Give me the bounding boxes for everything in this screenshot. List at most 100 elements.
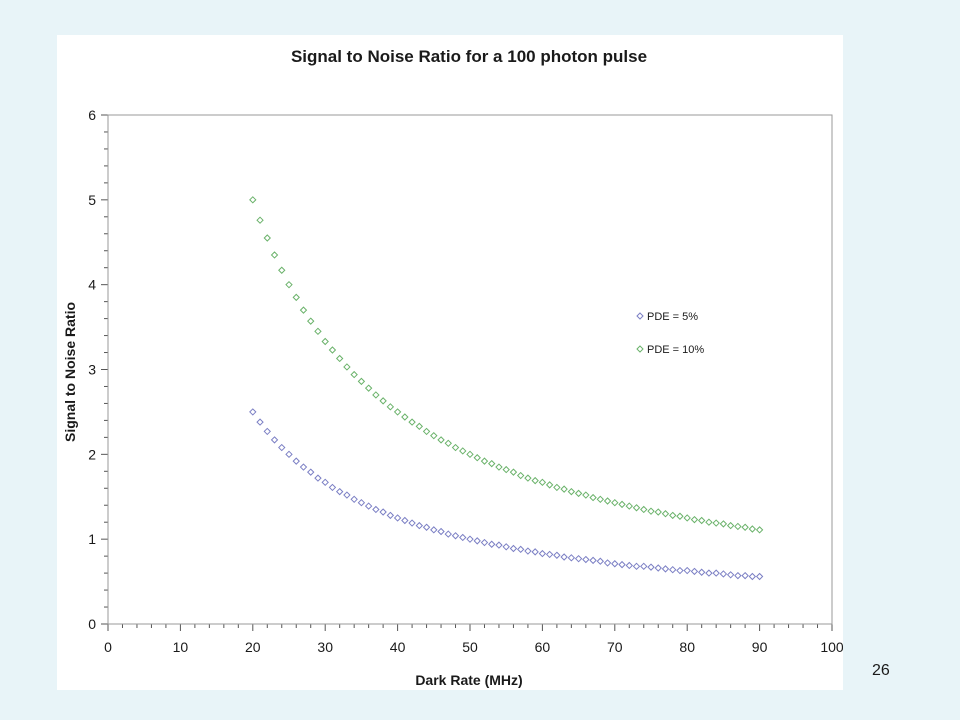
data-point-series-1 [560,553,568,561]
data-point-series-1 [596,557,605,565]
data-point-series-1 [473,537,481,545]
x-tick-label: 20 [245,639,261,655]
y-axis-label: Signal to Noise Ratio [62,302,78,442]
y-tick-label: 2 [88,446,96,462]
legend-label: PDE = 10% [647,344,704,356]
data-point-series-2 [545,481,554,489]
data-point-series-1 [466,535,474,543]
data-point-series-1 [697,568,706,576]
data-point-series-2 [726,521,735,530]
data-point-series-2 [560,485,568,493]
data-point-series-1 [444,530,452,538]
data-point-series-2 [574,489,583,498]
legend: PDE = 5% PDE = 10% [636,311,704,356]
data-point-series-2 [632,504,641,512]
y-tick-label: 6 [88,107,96,123]
data-point-series-2 [437,436,445,444]
data-point-series-1 [270,436,279,444]
data-point-series-1 [343,491,351,499]
data-point-series-2 [278,266,286,274]
x-tick-label: 30 [317,639,333,655]
y-tick-label: 5 [88,192,96,208]
data-point-series-2 [415,422,424,431]
y-tick-label: 4 [88,277,96,293]
data-point-series-1 [350,495,358,504]
data-point-series-1 [364,502,373,510]
data-point-series-2 [459,447,467,455]
data-point-series-1 [422,523,431,531]
data-point-series-1 [712,569,720,577]
y-tick-label: 3 [88,362,96,378]
data-point-series-2 [299,306,308,314]
snr-chart: Signal to Noise Ratio for a 100 photon p… [62,47,843,688]
data-point-series-2 [285,280,293,289]
data-points-layer [249,196,764,581]
data-point-series-2 [451,443,460,452]
data-point-series-2 [263,234,271,242]
data-point-series-1 [285,450,293,459]
data-point-series-2 [488,459,496,468]
data-point-series-1 [661,565,670,573]
data-point-series-2 [350,370,358,379]
data-point-series-1 [726,571,735,579]
data-point-series-1 [611,560,619,568]
data-point-series-1 [321,478,329,487]
data-point-series-2 [567,487,576,496]
data-point-series-2 [256,216,264,224]
data-point-series-2 [307,317,315,325]
data-point-series-1 [379,508,387,516]
legend-marker [636,312,644,320]
data-point-series-2 [401,413,409,421]
y-tick-label: 1 [88,531,96,547]
data-point-series-2 [502,465,510,474]
data-point-series-2 [669,511,677,520]
slide-number: 26 [872,662,890,679]
data-point-series-2 [372,391,380,399]
data-point-series-2 [589,493,597,502]
data-point-series-1 [495,541,503,549]
data-point-series-1 [553,551,561,559]
data-point-series-1 [415,521,424,530]
y-tick-label: 0 [88,616,96,632]
data-point-series-1 [314,474,322,482]
data-point-series-1 [741,571,749,580]
data-point-series-1 [582,555,590,564]
data-point-series-1 [538,549,547,558]
data-point-series-2 [335,354,344,363]
data-point-series-2 [357,377,366,386]
data-point-series-1 [574,554,583,563]
data-point-series-2 [314,327,322,336]
data-point-series-1 [335,487,344,496]
data-point-series-2 [270,251,279,259]
data-point-series-1 [459,533,467,542]
data-point-series-1 [654,564,662,572]
x-tick-label: 80 [679,639,695,655]
data-point-series-1 [502,543,510,551]
data-point-series-2 [480,457,489,465]
x-axis-label: Dark Rate (MHz) [415,672,522,688]
data-point-series-1 [256,418,264,426]
data-point-series-1 [719,570,728,578]
data-point-series-2 [531,476,539,485]
data-point-series-1 [393,514,402,522]
data-point-series-2 [495,463,503,471]
data-point-series-1 [386,511,395,520]
data-point-series-1 [430,526,438,534]
x-tick-label: 60 [535,639,551,655]
x-tick-label: 50 [462,639,478,655]
data-point-series-2 [473,454,481,462]
data-point-series-1 [437,527,445,536]
data-point-series-2 [748,525,757,533]
data-point-series-1 [292,457,300,465]
data-point-series-2 [741,523,749,531]
data-point-series-1 [408,519,416,527]
tick-layer: 0 10 20 30 40 50 60 70 80 90 100 0 1 2 3 4 5 6 [88,107,843,655]
data-point-series-2 [618,500,626,509]
legend-label: PDE = 5% [647,311,698,323]
data-point-series-2 [625,502,633,510]
data-point-series-1 [755,572,764,581]
data-point-series-1 [328,483,337,492]
plot-area-frame [107,114,833,625]
data-point-series-1 [488,540,496,548]
data-point-series-2 [647,507,655,515]
